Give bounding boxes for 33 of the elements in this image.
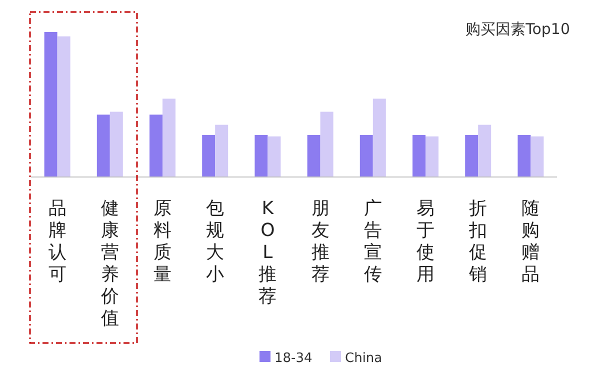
bar xyxy=(372,98,386,177)
x-tick-label: 原料质量 xyxy=(154,198,172,285)
x-tick-label: 易于使用 xyxy=(416,198,434,285)
legend-label: China xyxy=(345,351,382,366)
x-tick-label: 广告宣传 xyxy=(364,198,382,285)
x-tick-label: 包规大小 xyxy=(206,198,224,285)
x-tick-label: 健康营养价值 xyxy=(100,198,119,329)
bar xyxy=(307,134,320,177)
bar xyxy=(150,114,162,177)
chart-title: 购买因素Top10 xyxy=(466,20,570,38)
bar xyxy=(412,134,426,177)
bar xyxy=(465,134,478,177)
bar xyxy=(96,114,110,177)
bar xyxy=(202,134,216,177)
bar xyxy=(215,124,228,177)
bar xyxy=(320,112,334,177)
bar xyxy=(478,124,492,177)
bar xyxy=(162,98,176,177)
x-tick-label: 折扣促销 xyxy=(469,198,488,285)
legend-label: 18-34 xyxy=(274,351,312,366)
bar xyxy=(110,112,123,177)
x-tick-label: 品牌认可 xyxy=(48,198,66,285)
bar xyxy=(57,36,70,177)
bar xyxy=(254,134,268,177)
bar xyxy=(360,134,373,177)
bar xyxy=(426,136,438,177)
bar xyxy=(44,32,58,177)
bar xyxy=(530,136,544,177)
x-tick-label: 随购赠品 xyxy=(522,198,540,285)
x-tick-label: 朋友推荐 xyxy=(311,198,330,285)
x-tick-label: KOL推荐 xyxy=(258,198,277,307)
bar xyxy=(268,136,281,177)
bar xyxy=(518,134,531,177)
